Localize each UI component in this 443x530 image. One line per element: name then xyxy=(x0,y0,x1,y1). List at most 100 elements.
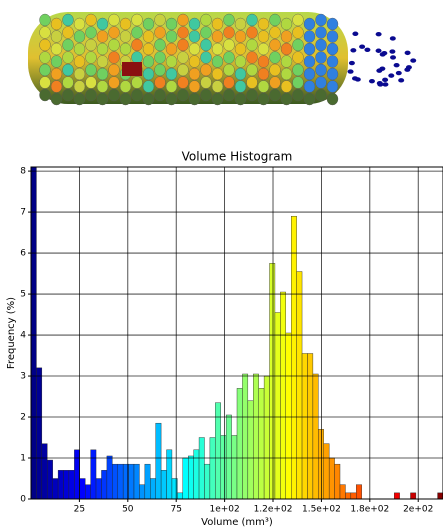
bar xyxy=(242,373,249,500)
kernel xyxy=(280,42,293,56)
chart-title: Volume Histogram xyxy=(182,150,293,164)
kernel xyxy=(246,13,258,27)
kernel xyxy=(85,51,97,64)
kernel xyxy=(131,26,143,39)
kernel xyxy=(326,42,339,56)
kernel xyxy=(303,67,316,81)
tip-kernel xyxy=(382,82,389,87)
kernel xyxy=(246,88,258,102)
x-tick-label: 1.8e+02 xyxy=(350,505,389,515)
bar xyxy=(160,470,167,500)
kernel xyxy=(246,51,258,64)
kernel xyxy=(326,92,339,106)
kernel xyxy=(96,17,109,31)
kernel xyxy=(154,51,166,64)
bar xyxy=(280,291,286,500)
bar xyxy=(90,449,97,500)
tip-kernel xyxy=(379,66,386,71)
tip-kernel xyxy=(388,73,395,78)
kernel xyxy=(142,42,155,56)
kernel xyxy=(73,92,86,106)
bar xyxy=(52,478,59,500)
bar xyxy=(356,484,362,500)
bar xyxy=(274,312,281,500)
bar xyxy=(231,435,238,500)
kernel xyxy=(303,92,316,106)
kernel xyxy=(73,80,86,93)
kernel xyxy=(303,30,316,43)
y-tick-label: 7 xyxy=(20,208,26,218)
bar xyxy=(350,492,357,500)
x-tick-label: 1.5e+02 xyxy=(302,505,341,515)
tip-kernel xyxy=(390,55,397,60)
bar xyxy=(220,435,227,500)
kernel xyxy=(165,67,178,81)
kernel xyxy=(50,30,63,43)
bar xyxy=(247,400,254,500)
x-tick-label: 2e+02 xyxy=(403,505,433,515)
bar xyxy=(188,455,194,500)
kernel xyxy=(234,30,247,43)
kernel xyxy=(108,51,120,64)
kernel xyxy=(269,26,281,39)
kernel xyxy=(292,13,304,27)
kernel xyxy=(142,17,155,31)
kernel xyxy=(131,38,143,52)
kernel xyxy=(62,63,74,77)
kernel xyxy=(96,42,109,56)
kernel xyxy=(62,88,74,102)
kernel xyxy=(165,80,178,93)
y-tick-label: 3 xyxy=(20,372,26,382)
kernel xyxy=(119,30,132,43)
kernel xyxy=(73,67,86,81)
kernel xyxy=(188,30,201,43)
kernel xyxy=(326,67,339,81)
kernel xyxy=(223,76,235,89)
kernel xyxy=(131,51,143,64)
kernel xyxy=(269,76,281,89)
kernel xyxy=(39,26,51,39)
bar xyxy=(345,492,352,500)
kernel xyxy=(96,30,109,43)
kernel xyxy=(200,38,212,52)
kernel xyxy=(131,88,143,102)
bar xyxy=(312,373,319,500)
kernel xyxy=(200,26,212,39)
kernel xyxy=(119,42,132,56)
kernel xyxy=(234,80,247,93)
bar xyxy=(339,484,346,500)
bar xyxy=(193,449,200,500)
bar xyxy=(410,492,417,500)
kernel xyxy=(154,88,166,102)
kernel xyxy=(39,13,51,27)
corn-image xyxy=(28,12,417,106)
kernel xyxy=(280,67,293,81)
bar xyxy=(30,166,37,500)
kernel xyxy=(303,42,316,56)
kernel xyxy=(257,17,270,31)
bar xyxy=(150,478,156,500)
kernel xyxy=(257,80,270,93)
kernel xyxy=(73,42,86,56)
kernel xyxy=(165,30,178,43)
kernel xyxy=(303,17,316,31)
bar xyxy=(394,492,400,500)
kernel xyxy=(188,17,201,31)
y-tick-label: 8 xyxy=(20,167,26,177)
kernel xyxy=(269,38,281,52)
bar xyxy=(291,215,297,500)
kernel xyxy=(108,13,120,27)
tip-kernel xyxy=(404,50,411,56)
tip-kernel xyxy=(350,48,357,53)
tip-kernel xyxy=(354,77,361,82)
kernel xyxy=(73,17,86,31)
bar xyxy=(334,463,341,500)
bar xyxy=(204,463,211,500)
bar xyxy=(68,470,75,500)
kernel xyxy=(315,88,327,102)
kernel xyxy=(315,51,327,64)
kernel xyxy=(119,80,132,93)
kernel xyxy=(177,26,189,39)
kernel xyxy=(211,92,224,106)
bar xyxy=(263,375,270,500)
